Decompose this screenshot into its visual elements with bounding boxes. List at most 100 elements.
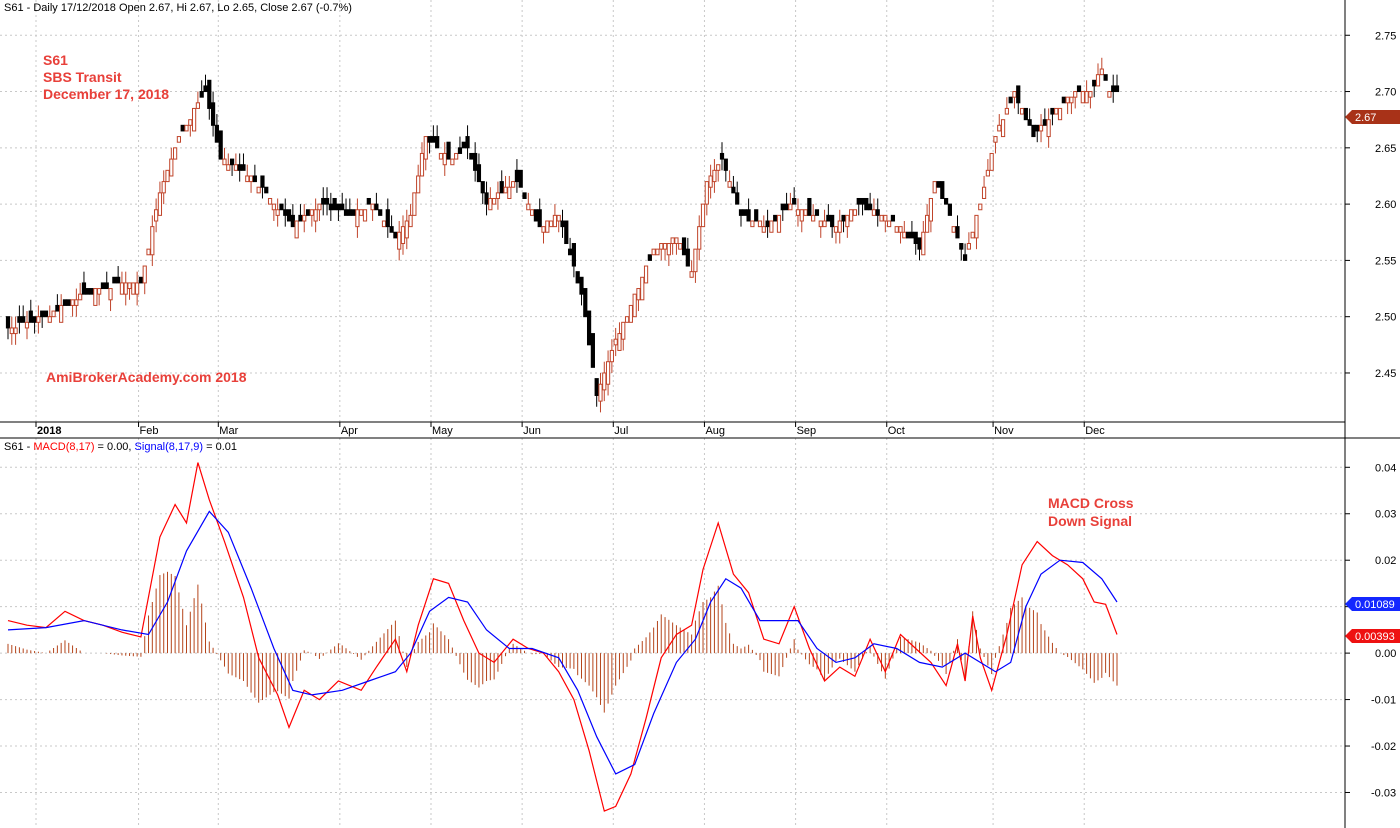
- candle-body: [754, 209, 759, 222]
- candle-body: [24, 321, 30, 329]
- macd-series-line: [7, 462, 1118, 812]
- candle-body: [1038, 124, 1044, 132]
- macd-y-tick-label: 0.00: [1375, 648, 1396, 660]
- candle-body: [173, 147, 178, 160]
- candle-body: [1042, 119, 1047, 126]
- candle-body: [203, 85, 208, 93]
- candle-body: [419, 152, 425, 177]
- candle-body: [1050, 107, 1055, 115]
- price-y-tick-label: 2.75: [1375, 30, 1396, 42]
- last-price-badge-text: 2.67: [1355, 112, 1376, 124]
- price-grid: [0, 0, 1345, 422]
- candle-body: [5, 316, 11, 329]
- candle-body: [378, 209, 383, 216]
- candle-body: [917, 237, 922, 250]
- candle-body: [803, 209, 808, 216]
- candle-body: [746, 209, 751, 222]
- candle-body: [830, 214, 835, 228]
- candle-body: [1092, 79, 1097, 87]
- candle-body: [93, 288, 98, 306]
- annotation-watermark: AmiBrokerAcademy.com 2018: [46, 369, 247, 385]
- candle-body: [1054, 107, 1059, 115]
- candle-body: [1076, 85, 1082, 93]
- candle-body: [62, 299, 68, 306]
- candle-body: [309, 209, 314, 216]
- candle-body: [731, 186, 736, 194]
- candle-body: [1080, 91, 1085, 104]
- candle-body: [188, 119, 193, 126]
- candle-body: [374, 203, 379, 211]
- candle-body: [541, 226, 546, 233]
- price-x-tick-label: Oct: [888, 425, 905, 437]
- price-y-ticks: 2.45 2.50 2.55 2.60 2.65 2.70 2.75: [1345, 30, 1396, 380]
- candle-body: [100, 282, 106, 290]
- price-y-tick-label: 2.50: [1375, 312, 1396, 324]
- candle-body: [260, 175, 265, 188]
- candle-body: [1095, 74, 1101, 87]
- candle-body: [241, 164, 246, 171]
- candle-body: [537, 209, 542, 228]
- candle-body: [1016, 85, 1021, 104]
- candle-body: [423, 136, 428, 160]
- candle-body: [271, 203, 276, 211]
- candle-body: [252, 175, 257, 183]
- candle-body: [336, 203, 341, 211]
- candle-body: [1061, 96, 1066, 104]
- candle-body: [28, 310, 33, 323]
- candle-body: [1065, 96, 1070, 104]
- price-x-tick-label: Nov: [994, 425, 1014, 437]
- candle-body: [351, 209, 356, 216]
- candle-body: [302, 214, 307, 222]
- candle-body: [841, 214, 846, 222]
- candle-body: [492, 197, 497, 205]
- macd-chart-title: S61 - MACD(8,17) = 0.00, Signal(8,17,9) …: [4, 441, 237, 453]
- price-x-tick-label: Apr: [341, 425, 358, 437]
- candle-body: [765, 220, 770, 228]
- candle-body: [488, 197, 493, 211]
- candle-body: [959, 243, 964, 250]
- macd-title-signal: Signal(8,17,9): [135, 441, 204, 453]
- price-candles: [5, 57, 1120, 413]
- candle-body: [811, 214, 816, 222]
- candle-body: [461, 141, 466, 149]
- candle-body: [1008, 96, 1013, 104]
- candle-body: [1035, 124, 1040, 132]
- candle-body: [1012, 91, 1017, 98]
- candle-body: [442, 152, 447, 166]
- candle-body: [404, 220, 409, 239]
- candle-body: [476, 164, 482, 183]
- candle-body: [473, 152, 478, 171]
- candle-body: [40, 310, 45, 318]
- price-y-tick-label: 2.45: [1375, 368, 1396, 380]
- candle-body: [921, 231, 926, 256]
- candle-body: [207, 79, 212, 109]
- candle-body: [393, 231, 398, 239]
- candle-body: [750, 220, 755, 228]
- annotation-date: December 17, 2018: [43, 86, 169, 102]
- macd-grid: [0, 438, 1345, 828]
- candle-body: [792, 197, 797, 205]
- candle-body: [936, 181, 941, 188]
- candle-body: [898, 226, 903, 233]
- price-y-tick-label: 2.60: [1375, 199, 1396, 211]
- candle-body: [210, 102, 216, 126]
- candle-body: [530, 209, 535, 216]
- candle-body: [579, 276, 584, 295]
- candle-body: [313, 209, 318, 222]
- price-y-tick-label: 2.65: [1375, 143, 1396, 155]
- candle-body: [169, 158, 174, 177]
- candle-body: [852, 209, 858, 216]
- candle-body: [385, 209, 390, 228]
- price-x-tick-label: Sep: [797, 425, 817, 437]
- annotation-macd-note-line2: Down Signal: [1048, 513, 1132, 529]
- candle-body: [712, 169, 717, 183]
- candle-body: [408, 214, 413, 228]
- candle-body: [108, 288, 113, 301]
- candle-body: [511, 181, 516, 188]
- candle-body: [503, 186, 508, 194]
- candle-body: [837, 220, 842, 233]
- candle-body: [818, 220, 823, 228]
- candle-body: [70, 299, 75, 306]
- candle-body: [43, 310, 49, 318]
